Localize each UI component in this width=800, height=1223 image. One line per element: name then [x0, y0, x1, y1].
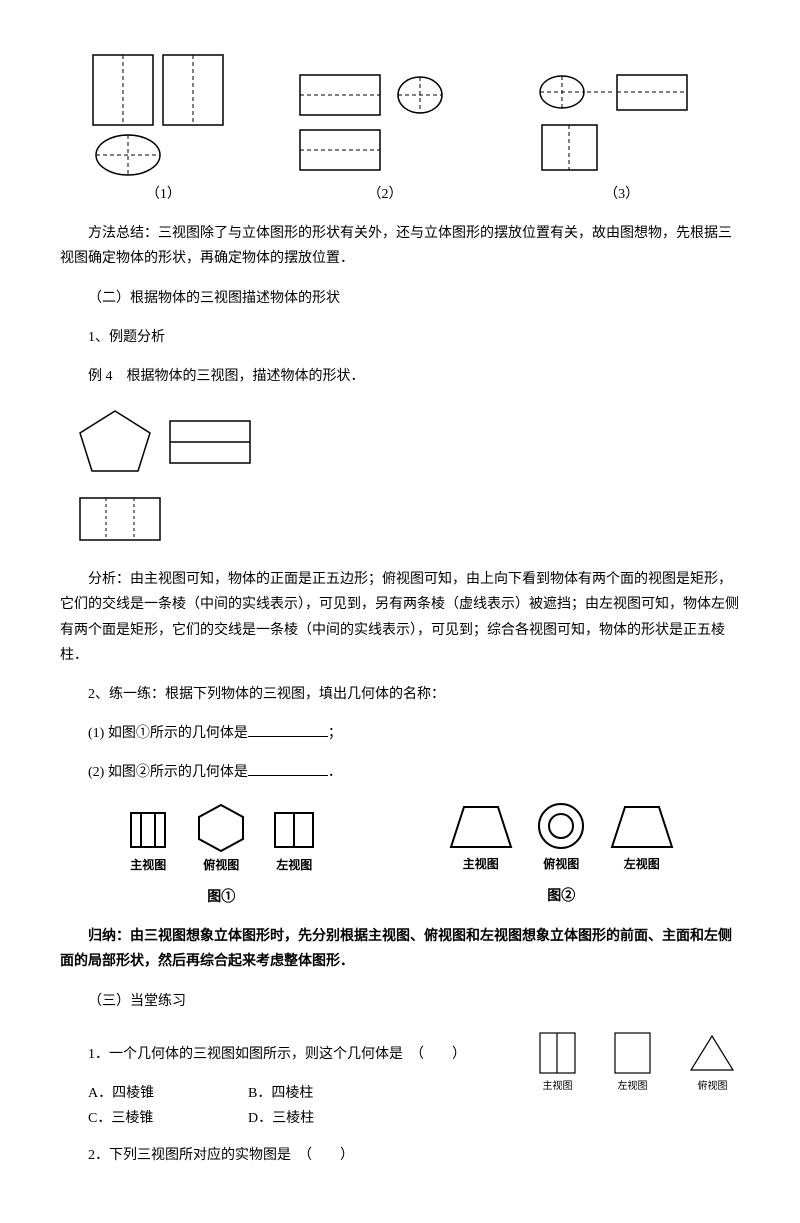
fig2-main-label: 主视图 [463, 854, 499, 876]
option-b: B．四棱柱 [220, 1081, 313, 1106]
fig1-caption: 图① [207, 885, 235, 910]
fig1-left-label: 左视图 [276, 855, 312, 877]
figure-3-svg [532, 70, 712, 180]
fig2-left-svg [607, 799, 677, 854]
q1-main-svg [535, 1028, 580, 1078]
q1-top-label: 俯视图 [698, 1078, 728, 1096]
practice-q2-text: (2) 如图②所示的几何体是 [88, 765, 248, 780]
figure-group-circle1: 主视图 俯视图 左视图 图① [123, 799, 319, 910]
summary-text: 归纳：由三视图想象立体图形时，先分别根据主视图、俯视图和左视图想象立体图形的前面… [60, 924, 740, 974]
example-4: 例 4 根据物体的三视图，描述物体的形状． [60, 364, 740, 389]
question-1-text: 1．一个几何体的三视图如图所示，则这个几何体是 （ ） [60, 1042, 535, 1067]
question-2-text: 2．下列三视图所对应的实物图是 （ ） [60, 1143, 740, 1168]
example-analysis-heading: 1、例题分析 [60, 325, 740, 350]
figure-group-circle2: 主视图 俯视图 左视图 图② [446, 799, 677, 909]
figure-2-label: （2） [367, 182, 402, 207]
q1-main-label: 主视图 [543, 1078, 573, 1096]
analysis-text: 分析：由主视图可知，物体的正面是正五边形；俯视图可知，由上向下看到物体有两个面的… [60, 567, 740, 668]
figure-group-1: （1） [88, 50, 238, 207]
example-4-svg [70, 403, 270, 553]
method-summary: 方法总结：三视图除了与立体图形的形状有关外，还与立体图形的摆放位置有关，故由图想… [60, 221, 740, 271]
practice-q2-end: ． [328, 765, 342, 780]
fig2-top-svg [534, 799, 589, 854]
option-a: A．四棱锥 [60, 1081, 220, 1106]
fig1-left-svg [269, 805, 319, 855]
figure-group-3: （3） [532, 70, 712, 207]
practice-q1: (1) 如图①所示的几何体是 ； [60, 721, 740, 746]
figure-2-svg [295, 70, 475, 180]
fig2-top-label: 俯视图 [543, 854, 579, 876]
figure-1-label: （1） [146, 182, 181, 207]
section-2-heading: （二）根据物体的三视图描述物体的形状 [60, 286, 740, 311]
fig1-top-svg [191, 799, 251, 855]
top-figures-row: （1） （2） （3） [60, 50, 740, 207]
practice-heading: 2、练一练：根据下列物体的三视图，填出几何体的名称： [60, 682, 740, 707]
fig1-main-svg [123, 805, 173, 855]
section-3-heading: （三）当堂练习 [60, 989, 740, 1014]
blank-1[interactable] [248, 722, 328, 737]
blank-2[interactable] [248, 761, 328, 776]
q1-top-svg [685, 1028, 740, 1078]
example-4-figure [70, 403, 740, 553]
fig2-main-svg [446, 799, 516, 854]
question-1-row: 1．一个几何体的三视图如图所示，则这个几何体是 （ ） A．四棱锥 B．四棱柱 … [60, 1028, 740, 1132]
practice-q1-text: (1) 如图①所示的几何体是 [88, 726, 248, 741]
practice-q1-end: ； [328, 726, 342, 741]
q1-left-label: 左视图 [618, 1078, 648, 1096]
practice-figures-row: 主视图 俯视图 左视图 图① [60, 799, 740, 910]
option-d: D．三棱柱 [220, 1106, 314, 1131]
fig1-top-label: 俯视图 [203, 855, 239, 877]
q1-left-svg [610, 1028, 655, 1078]
fig2-caption: 图② [547, 884, 575, 909]
figure-1-svg [88, 50, 238, 180]
question-1-figures: 主视图 左视图 俯视图 [535, 1028, 740, 1096]
figure-3-label: （3） [604, 182, 639, 207]
fig1-main-label: 主视图 [130, 855, 166, 877]
practice-q2: (2) 如图②所示的几何体是 ． [60, 760, 740, 785]
fig2-left-label: 左视图 [624, 854, 660, 876]
figure-group-2: （2） [295, 70, 475, 207]
option-c: C．三棱锥 [60, 1106, 220, 1131]
